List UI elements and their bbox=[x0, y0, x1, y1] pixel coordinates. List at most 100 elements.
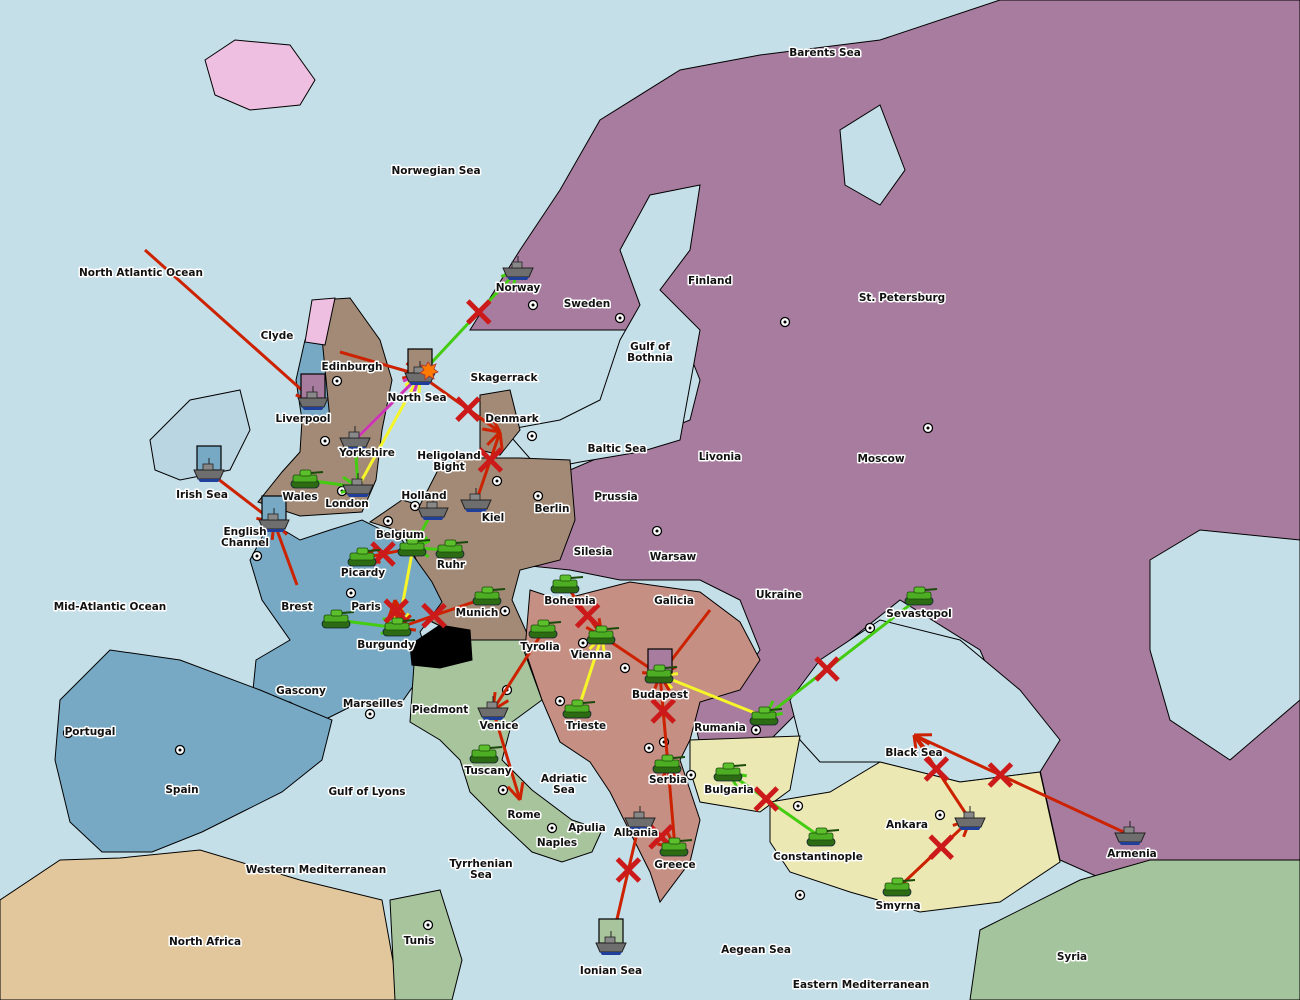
austria[interactable] bbox=[524, 581, 761, 904]
province-label: Armenia bbox=[1107, 848, 1157, 860]
army-icon[interactable] bbox=[882, 877, 916, 897]
supply-centers bbox=[62, 299, 946, 931]
province-label: Mid-Atlantic Ocean bbox=[54, 601, 167, 613]
failed-order-x-icon bbox=[477, 447, 504, 473]
caspian-sea[interactable] bbox=[1149, 529, 1300, 761]
province-label: Gascony bbox=[276, 685, 326, 697]
province-label: Eastern Mediterranean bbox=[793, 979, 929, 991]
province-label: English bbox=[223, 526, 266, 538]
syria[interactable] bbox=[969, 859, 1300, 1000]
province-label: Livonia bbox=[699, 451, 742, 463]
province-label: Piedmont bbox=[412, 704, 469, 716]
province-labels: Barents Sea Norwegian Sea North Atlantic O… bbox=[52, 46, 1158, 993]
fleet-icon[interactable] bbox=[595, 918, 627, 955]
province-label: North Sea bbox=[387, 392, 446, 404]
white-sea[interactable] bbox=[839, 104, 906, 206]
fleet-icon[interactable] bbox=[297, 373, 329, 410]
province-label: Brest bbox=[281, 601, 313, 613]
failed-order-x-icon bbox=[455, 396, 481, 422]
army-icon[interactable] bbox=[562, 699, 596, 719]
fleet-icon[interactable] bbox=[339, 426, 371, 450]
province-label: Moscow bbox=[857, 453, 904, 465]
denmark[interactable] bbox=[479, 389, 521, 456]
province-label: Bulgaria bbox=[704, 784, 754, 796]
province-label: Rumania bbox=[694, 722, 746, 734]
army-icon[interactable] bbox=[586, 625, 620, 645]
failed-order-x-icon bbox=[814, 656, 840, 682]
province-label: Ionian Sea bbox=[580, 965, 642, 977]
army-icon[interactable] bbox=[652, 754, 686, 774]
fleet-icon[interactable] bbox=[477, 696, 509, 720]
army-icon[interactable] bbox=[347, 547, 381, 567]
province-label: Sea bbox=[470, 869, 492, 881]
province-label: Tunis bbox=[404, 935, 435, 947]
province-label: Norway bbox=[496, 282, 541, 294]
province-label: St. Petersburg bbox=[859, 292, 945, 304]
army-icon[interactable] bbox=[528, 619, 562, 639]
baltic-sea[interactable] bbox=[504, 184, 701, 471]
fleet-icon[interactable] bbox=[624, 806, 656, 830]
province-label: Irish Sea bbox=[176, 489, 228, 501]
province-label: Yorkshire bbox=[338, 447, 395, 459]
fleet-icon[interactable] bbox=[502, 256, 534, 280]
army-icon[interactable] bbox=[644, 648, 678, 684]
province-label: Skagerrack bbox=[471, 372, 539, 384]
fleet-icon[interactable] bbox=[193, 445, 225, 482]
ireland[interactable] bbox=[149, 389, 251, 481]
province-label: Finland bbox=[688, 275, 732, 287]
army-icon[interactable] bbox=[904, 586, 938, 606]
province-label: Belgium bbox=[376, 529, 424, 541]
failed-order-x-icon bbox=[574, 602, 601, 629]
fleet-icon[interactable] bbox=[417, 496, 449, 520]
province-label: London bbox=[325, 498, 369, 510]
units-layer bbox=[193, 256, 1146, 955]
province-label: Budapest bbox=[632, 689, 688, 701]
army-icon[interactable] bbox=[382, 617, 416, 637]
fleet-icon[interactable] bbox=[460, 488, 492, 512]
army-icon[interactable] bbox=[435, 539, 469, 559]
fleet-icon[interactable] bbox=[258, 495, 290, 532]
army-icon[interactable] bbox=[472, 586, 506, 606]
province-label: Galicia bbox=[654, 595, 694, 607]
province-label: Portugal bbox=[65, 726, 116, 738]
province-label: Gulf of bbox=[630, 341, 670, 353]
army-icon[interactable] bbox=[397, 537, 431, 557]
province-label: Tyrolia bbox=[520, 641, 559, 653]
tunis[interactable] bbox=[389, 889, 463, 1000]
province-label: Gulf of Lyons bbox=[328, 786, 405, 798]
province-label: Serbia bbox=[649, 774, 687, 786]
fleet-icon[interactable] bbox=[954, 806, 986, 830]
order-arrow-attack bbox=[383, 598, 409, 629]
failed-order-x-icon bbox=[383, 598, 409, 624]
iberia[interactable] bbox=[54, 649, 333, 853]
province-label: Ankara bbox=[886, 819, 928, 831]
army-icon[interactable] bbox=[806, 827, 840, 847]
army-icon[interactable] bbox=[749, 706, 783, 726]
north-africa[interactable] bbox=[0, 849, 401, 1000]
army-icon[interactable] bbox=[290, 469, 324, 489]
iceland[interactable] bbox=[204, 39, 316, 111]
army-icon[interactable] bbox=[713, 762, 747, 782]
province-label: Naples bbox=[537, 837, 577, 849]
army-icon[interactable] bbox=[321, 609, 355, 629]
clyde[interactable] bbox=[304, 297, 336, 346]
province-label: Burgundy bbox=[357, 639, 415, 651]
failed-order-x-icon bbox=[466, 299, 492, 325]
order-arrow-attack bbox=[912, 733, 972, 821]
province-label: Bohemia bbox=[544, 595, 595, 607]
army-icon[interactable] bbox=[659, 837, 693, 857]
order-arrow-attack bbox=[491, 709, 525, 802]
province-label: Smyrna bbox=[875, 900, 920, 912]
province-label: Liverpool bbox=[276, 413, 331, 425]
fleet-icon[interactable] bbox=[1114, 821, 1146, 845]
failed-order-x-icon bbox=[987, 762, 1014, 788]
anatolia[interactable] bbox=[769, 761, 1061, 913]
army-icon[interactable] bbox=[550, 574, 584, 594]
army-icon[interactable] bbox=[469, 744, 503, 764]
fleet-icon[interactable] bbox=[342, 473, 374, 497]
province-label: Vienna bbox=[571, 649, 612, 661]
province-label: Norwegian Sea bbox=[391, 165, 480, 177]
province-label: Venice bbox=[479, 720, 518, 732]
province-label: Silesia bbox=[574, 546, 613, 558]
